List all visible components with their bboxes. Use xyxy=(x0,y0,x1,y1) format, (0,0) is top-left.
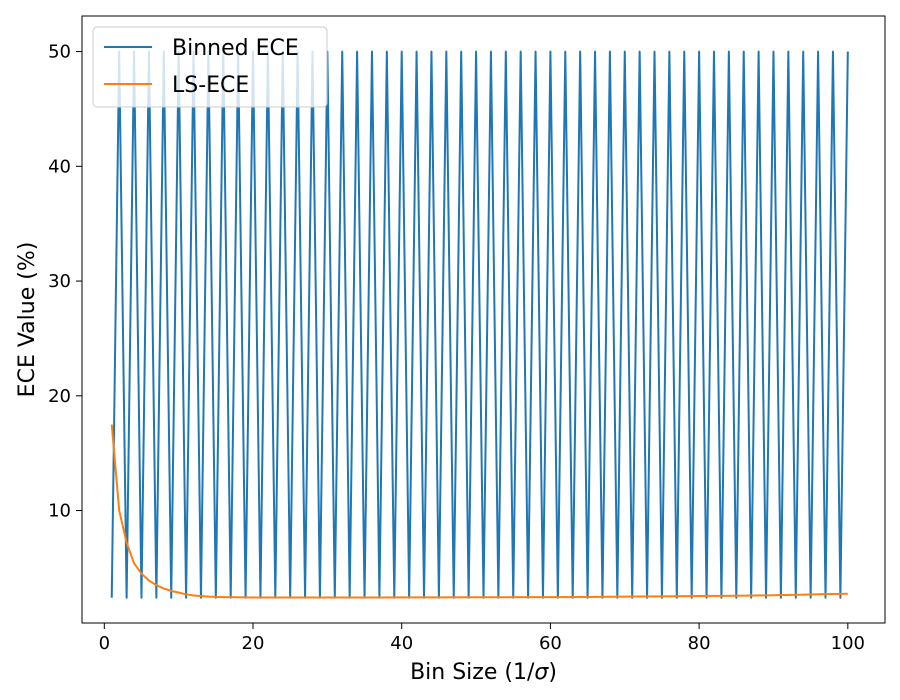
x-tick-label: 60 xyxy=(539,633,562,654)
y-axis-label: ECE Value (%) xyxy=(15,242,40,398)
series-line-binned-ece xyxy=(110,50,849,599)
x-tick-label: 100 xyxy=(831,633,865,654)
x-axis-label-symbol: σ xyxy=(534,660,549,685)
y-tick-label: 30 xyxy=(48,271,71,292)
legend-label-binned-ece: Binned ECE xyxy=(172,36,299,61)
plot-area xyxy=(82,16,885,623)
y-tick-label: 50 xyxy=(48,42,71,63)
y-tick-label: 20 xyxy=(48,386,71,407)
y-tick-label: 40 xyxy=(48,156,71,177)
x-axis-label-text: Bin Size (1/ xyxy=(410,660,535,685)
x-tick-label: 40 xyxy=(390,633,413,654)
series-layer xyxy=(110,50,849,599)
legend: Binned ECE LS-ECE xyxy=(92,26,328,108)
x-tick-label: 20 xyxy=(242,633,265,654)
x-tick-label: 0 xyxy=(99,633,110,654)
x-axis-ticks: 0 20 40 60 80 100 xyxy=(99,623,865,654)
y-axis-ticks: 10 20 30 40 50 xyxy=(48,42,82,522)
x-axis-label-close: ) xyxy=(548,660,557,685)
y-tick-label: 10 xyxy=(48,501,71,522)
x-axis-label: Bin Size (1/σ) xyxy=(410,660,557,685)
series-line-ls-ece xyxy=(110,424,848,599)
legend-label-ls-ece: LS-ECE xyxy=(172,73,249,98)
plot-frame xyxy=(81,15,886,624)
x-tick-label: 80 xyxy=(688,633,711,654)
